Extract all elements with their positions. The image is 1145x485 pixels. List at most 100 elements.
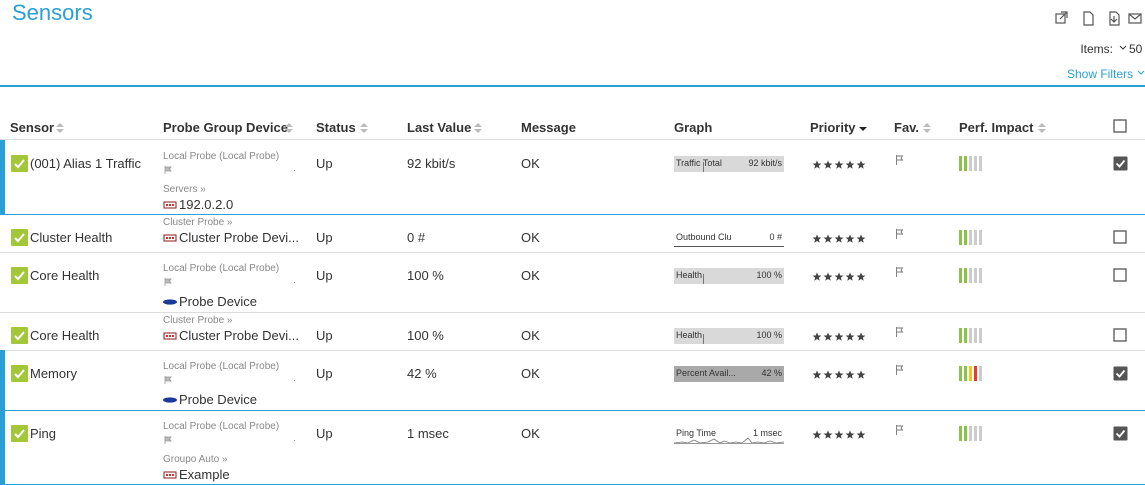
perf-bar [959, 366, 962, 381]
status-check [11, 267, 28, 284]
chevron [1119, 45, 1127, 50]
priority-stars[interactable] [812, 332, 868, 342]
sort-icon[interactable] [56, 122, 64, 134]
graph-bg [674, 156, 784, 172]
show-filters[interactable]: Show Filters [1066, 67, 1133, 81]
graph-bg [674, 366, 784, 382]
graph-label: Traffic Total [676, 158, 722, 168]
perf-bar [959, 230, 962, 245]
column-header: Probe Group Device [163, 120, 288, 135]
group-name: Groupo Auto » [163, 454, 228, 465]
priority-stars[interactable] [812, 370, 868, 380]
row-checkbox[interactable] [1113, 268, 1128, 283]
sparkline [674, 437, 784, 444]
perf-bar [979, 156, 982, 171]
graph-bg [674, 268, 784, 284]
graph-tick [703, 334, 704, 344]
status: Up [316, 366, 333, 381]
perf-bar [969, 328, 972, 343]
row-checkbox[interactable] [1113, 366, 1128, 381]
graph-value: 0 # [769, 232, 782, 242]
sensor-name: Cluster Health [30, 230, 113, 245]
perf-bar [974, 268, 977, 283]
select-all-checkbox[interactable] [1113, 119, 1128, 134]
last-value: 42 % [407, 366, 437, 381]
sort-icon[interactable] [360, 122, 368, 134]
column-header: Graph [674, 120, 713, 135]
items-value[interactable]: 50 [1129, 42, 1143, 56]
row-checkbox[interactable] [1113, 328, 1128, 343]
message: OK [521, 156, 540, 171]
graph-value: 100 % [756, 330, 782, 340]
graph-value: 42 % [761, 368, 782, 378]
device-icon [163, 332, 177, 340]
sort-icon[interactable] [285, 122, 293, 134]
perf-bar [979, 366, 982, 381]
row-checkbox[interactable] [1113, 230, 1128, 245]
device-name: Cluster Probe Devi... [179, 230, 299, 245]
last-value: 100 % [407, 268, 444, 283]
graph-value: 1 msec [752, 428, 782, 438]
last-value: 100 % [407, 328, 444, 343]
message: OK [521, 268, 540, 283]
graph-label: Health [676, 270, 703, 280]
row-checkbox[interactable] [1113, 426, 1128, 441]
perf-bar [974, 230, 977, 245]
perf-bar [964, 328, 967, 343]
items-label: Items: [1080, 42, 1113, 56]
sort-icon[interactable] [923, 122, 931, 134]
status-check [11, 229, 28, 246]
fav-flag[interactable] [895, 155, 905, 165]
sort-icon[interactable] [859, 122, 867, 134]
perf-bar [969, 230, 972, 245]
priority-stars[interactable] [812, 234, 868, 244]
sort-icon[interactable] [1038, 122, 1046, 134]
fav-flag[interactable] [895, 327, 905, 337]
sensor-name: Ping [30, 426, 57, 441]
perf-bar [959, 328, 962, 343]
graph-label: Outbound Clu [676, 232, 732, 242]
device-name: Probe Device [179, 392, 258, 407]
priority-stars[interactable] [812, 272, 868, 282]
sensor-name: Memory [30, 366, 77, 381]
perf-bar [979, 328, 982, 343]
graph-tick [703, 162, 704, 172]
device-icon [163, 201, 177, 209]
perf-bar [969, 366, 972, 381]
device-icon [163, 299, 177, 305]
device-icon [163, 234, 177, 242]
status: Up [316, 426, 333, 441]
fav-flag[interactable] [895, 229, 905, 239]
graph-line [674, 246, 784, 247]
perf-bar [959, 426, 962, 441]
priority-stars[interactable] [812, 430, 868, 440]
probe-name: Local Probe (Local Probe) [163, 151, 280, 162]
sensor-name: Core Health [30, 268, 100, 283]
selection-bar [0, 410, 5, 484]
status-check [11, 365, 28, 382]
priority-stars[interactable] [812, 160, 868, 170]
group-name: Servers » [163, 184, 206, 195]
toolbar-icons[interactable] [1052, 9, 1144, 27]
fav-flag[interactable] [895, 425, 905, 435]
selection-bar [0, 140, 5, 214]
perf-bar [974, 328, 977, 343]
group-name: Cluster Probe » [163, 217, 233, 228]
last-value: 0 # [407, 230, 426, 245]
sort-icon[interactable] [474, 122, 482, 134]
page-title: Sensors [12, 0, 93, 25]
perf-bar [969, 268, 972, 283]
row-checkbox[interactable] [1113, 156, 1128, 171]
perf-bar [979, 268, 982, 283]
perf-bar [964, 230, 967, 245]
graph-label: Health [676, 330, 703, 340]
device-icon [163, 397, 177, 403]
sensor-name: Core Health [30, 328, 100, 343]
fav-flag[interactable] [895, 365, 905, 375]
status: Up [316, 230, 333, 245]
perf-bar [964, 366, 967, 381]
column-header: Status [316, 120, 356, 135]
fav-flag[interactable] [895, 267, 905, 277]
row-separator [0, 252, 1145, 253]
dot [294, 170, 295, 171]
